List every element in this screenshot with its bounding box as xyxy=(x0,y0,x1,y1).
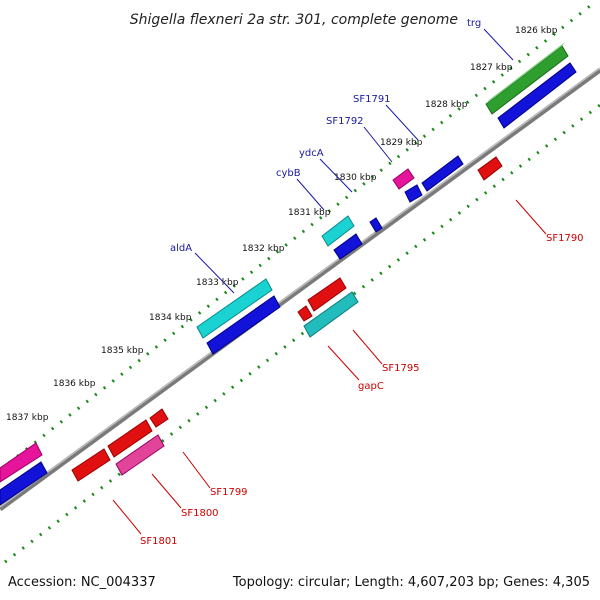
forward-gene-labels: trg SF1791 SF1792 ydcA cybB aldA xyxy=(170,18,514,294)
gene-red-1832[interactable] xyxy=(307,277,347,312)
map-title: Shigella flexneri 2a str. 301, complete … xyxy=(130,12,458,28)
leader-SF1799 xyxy=(182,451,211,489)
leader-gapC xyxy=(327,345,360,381)
gene-SF1800-block[interactable] xyxy=(115,434,165,476)
ruler-label-1832: 1832 kbp xyxy=(242,244,285,254)
ruler-label-1828: 1828 kbp xyxy=(425,100,468,110)
ruler-label-1834: 1834 kbp xyxy=(149,313,192,323)
label-gapC[interactable]: gapC xyxy=(358,381,384,392)
gene-red-small-1836[interactable] xyxy=(149,408,169,428)
gene-blue-small-1829[interactable] xyxy=(404,184,423,203)
ruler-label-1837: 1837 kbp xyxy=(6,413,49,423)
label-ydcA[interactable]: ydcA xyxy=(299,148,324,159)
gene-trg-block[interactable] xyxy=(485,45,569,115)
label-SF1795[interactable]: SF1795 xyxy=(382,363,420,374)
ruler-label-1826: 1826 kbp xyxy=(515,26,558,36)
ruler-label-1831: 1831 kbp xyxy=(288,208,331,218)
ruler-label-1835: 1835 kbp xyxy=(101,346,144,356)
label-SF1799[interactable]: SF1799 xyxy=(210,487,248,498)
label-SF1790[interactable]: SF1790 xyxy=(546,233,584,244)
leader-SF1801 xyxy=(112,499,142,535)
gene-red-small-1832[interactable] xyxy=(297,305,313,322)
ruler-labels: 1826 kbp 1827 kbp 1828 kbp 1829 kbp 1830… xyxy=(6,26,558,423)
leader-SF1795 xyxy=(352,329,383,365)
reverse-genes xyxy=(71,156,503,482)
label-cybB[interactable]: cybB xyxy=(276,168,301,179)
label-SF1800[interactable]: SF1800 xyxy=(181,508,219,519)
label-SF1801[interactable]: SF1801 xyxy=(140,536,178,547)
gene-blue-1827[interactable] xyxy=(497,62,577,129)
label-SF1792[interactable]: SF1792 xyxy=(326,116,364,127)
gene-red-1836[interactable] xyxy=(107,419,153,458)
leader-trg xyxy=(483,28,514,61)
gene-blue-1829[interactable] xyxy=(421,155,464,192)
outer-dotted-track xyxy=(0,4,591,472)
genome-backbone-highlight xyxy=(0,67,600,508)
gene-cybB-block[interactable] xyxy=(321,215,355,247)
leader-SF1791 xyxy=(385,104,419,141)
genome-backbone xyxy=(0,67,600,512)
leader-SF1790 xyxy=(515,199,547,235)
gene-blue-arrow-1830[interactable] xyxy=(369,217,383,233)
ruler-label-1829: 1829 kbp xyxy=(380,138,423,148)
accession-text: Accession: NC_004337 xyxy=(8,575,156,590)
label-SF1791[interactable]: SF1791 xyxy=(353,94,391,105)
forward-genes xyxy=(0,42,577,506)
gene-blue-1837[interactable] xyxy=(0,461,48,506)
inner-dotted-track xyxy=(4,103,600,564)
gene-blue-1834[interactable] xyxy=(206,295,281,355)
gene-SF1790-block[interactable] xyxy=(477,156,503,181)
leader-aldA xyxy=(194,252,235,294)
gene-blue-1830[interactable] xyxy=(333,233,363,260)
label-aldA[interactable]: aldA xyxy=(170,243,192,254)
leader-cybB xyxy=(296,178,325,211)
gene-gapC-block[interactable] xyxy=(303,291,359,338)
leader-ydcA xyxy=(319,158,353,193)
topology-text: Topology: circular; Length: 4,607,203 bp… xyxy=(232,575,590,590)
ruler-label-1836: 1836 kbp xyxy=(53,379,96,389)
gene-trg-block-top xyxy=(486,42,565,104)
ruler-label-1830: 1830 kbp xyxy=(334,173,377,183)
gene-magenta-1829[interactable] xyxy=(392,168,415,190)
gene-aldA-block[interactable] xyxy=(196,278,273,339)
label-trg[interactable]: trg xyxy=(467,18,481,29)
ruler-label-1833: 1833 kbp xyxy=(196,278,239,288)
gene-magenta-1837[interactable] xyxy=(0,442,43,483)
reverse-gene-labels: SF1790 SF1795 gapC SF1799 SF1800 SF1801 xyxy=(112,199,584,547)
ruler-label-1827: 1827 kbp xyxy=(470,63,513,73)
gene-SF1801-block[interactable] xyxy=(71,448,111,482)
leader-SF1800 xyxy=(151,473,182,509)
leader-SF1792 xyxy=(363,126,393,163)
